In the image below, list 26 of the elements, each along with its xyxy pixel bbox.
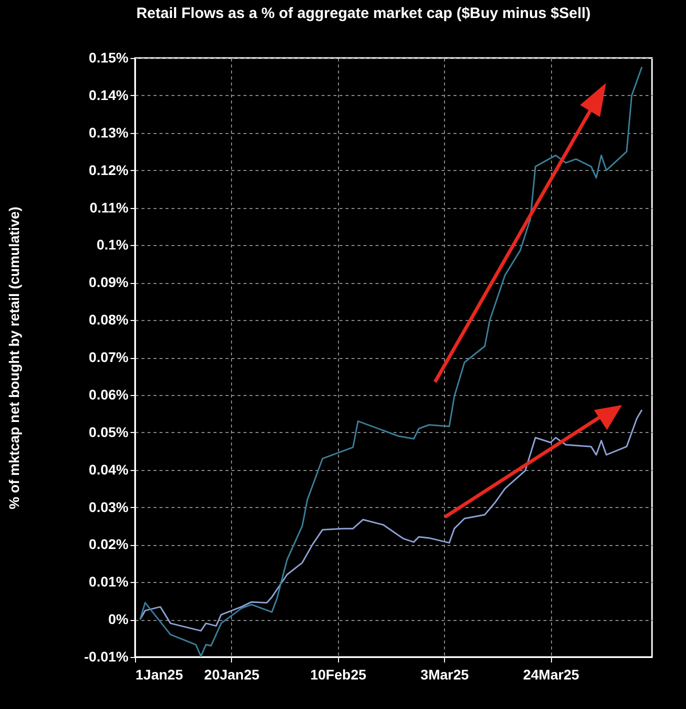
- y-tick-label: 0.02%: [88, 536, 130, 552]
- y-tick-label: 0.03%: [88, 498, 130, 515]
- line-series: [139, 66, 643, 657]
- y-tick-label: -0.01%: [84, 648, 130, 664]
- x-tick-label: 10Feb25: [310, 666, 366, 682]
- x-tick-label: 20Jan25: [204, 666, 260, 682]
- y-tick-label: 0.01%: [88, 574, 130, 590]
- y-tick-label: 0.1%: [96, 236, 130, 253]
- y-axis-title: % of mktcap net bought by retail (cumulative): [6, 206, 22, 510]
- y-tick-label: 0.11%: [90, 199, 130, 216]
- x-tick-label: 3Mar25: [420, 666, 470, 682]
- y-tick-label: 0.13%: [88, 124, 130, 140]
- y-tick-label: 0.15%: [88, 50, 130, 66]
- y-tick-label: 0.08%: [88, 312, 130, 328]
- y-tick-label: 0.04%: [88, 461, 130, 478]
- chart-title: Retail Flows as a % of aggregate market cap ($Buy minus $Sell): [136, 5, 591, 22]
- line-series: [139, 409, 643, 632]
- x-tick-label: 1Jan25: [136, 666, 184, 682]
- y-tick-label: 0%: [108, 611, 130, 628]
- y-tick-label: 0.06%: [88, 386, 130, 402]
- y-tick-label: 0.12%: [88, 162, 130, 178]
- y-tick-label: 0.07%: [88, 349, 130, 365]
- x-tick-label: 24Mar25: [523, 666, 580, 682]
- y-tick-label: 0.09%: [88, 274, 130, 290]
- y-tick-label: 0.14%: [88, 86, 130, 103]
- y-tick-label: 0.05%: [88, 424, 130, 440]
